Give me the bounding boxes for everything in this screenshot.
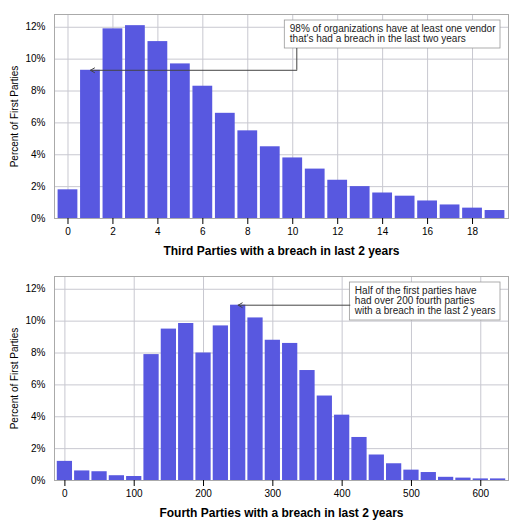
svg-text:12%: 12%: [25, 283, 45, 294]
svg-text:2%: 2%: [31, 443, 46, 454]
svg-text:8%: 8%: [31, 347, 46, 358]
svg-text:300: 300: [264, 488, 281, 499]
svg-text:12%: 12%: [25, 21, 45, 32]
svg-text:400: 400: [334, 488, 351, 499]
svg-text:Percent of First Parties: Percent of First Parties: [9, 66, 20, 168]
svg-text:18: 18: [467, 226, 479, 237]
svg-text:14: 14: [377, 226, 389, 237]
svg-text:4%: 4%: [31, 411, 46, 422]
svg-text:10%: 10%: [25, 315, 45, 326]
svg-text:16: 16: [422, 226, 434, 237]
svg-text:Percent of First Parties: Percent of First Parties: [9, 328, 20, 430]
svg-text:12: 12: [332, 226, 344, 237]
svg-text:0: 0: [62, 488, 68, 499]
svg-text:6: 6: [200, 226, 206, 237]
svg-text:Half of the first parties have: Half of the first parties havehad over 2…: [354, 285, 496, 316]
svg-text:8: 8: [245, 226, 251, 237]
svg-text:2: 2: [110, 226, 116, 237]
svg-text:0: 0: [65, 226, 71, 237]
svg-text:10%: 10%: [25, 53, 45, 64]
svg-text:4%: 4%: [31, 149, 46, 160]
svg-text:2%: 2%: [31, 181, 46, 192]
svg-text:4: 4: [155, 226, 161, 237]
svg-text:Third Parties with a breach in: Third Parties with a breach in last 2 ye…: [163, 244, 399, 258]
svg-text:6%: 6%: [31, 117, 46, 128]
svg-text:100: 100: [126, 488, 143, 499]
svg-text:10: 10: [287, 226, 299, 237]
svg-text:200: 200: [195, 488, 212, 499]
svg-text:0%: 0%: [31, 475, 46, 486]
svg-text:6%: 6%: [31, 379, 46, 390]
svg-text:8%: 8%: [31, 85, 46, 96]
svg-text:500: 500: [403, 488, 420, 499]
svg-text:98% of organizations have at l: 98% of organizations have at least one v…: [290, 23, 496, 44]
svg-text:600: 600: [472, 488, 489, 499]
svg-text:Fourth Parties with a breach i: Fourth Parties with a breach in last 2 y…: [159, 506, 403, 520]
svg-text:0%: 0%: [31, 213, 46, 224]
